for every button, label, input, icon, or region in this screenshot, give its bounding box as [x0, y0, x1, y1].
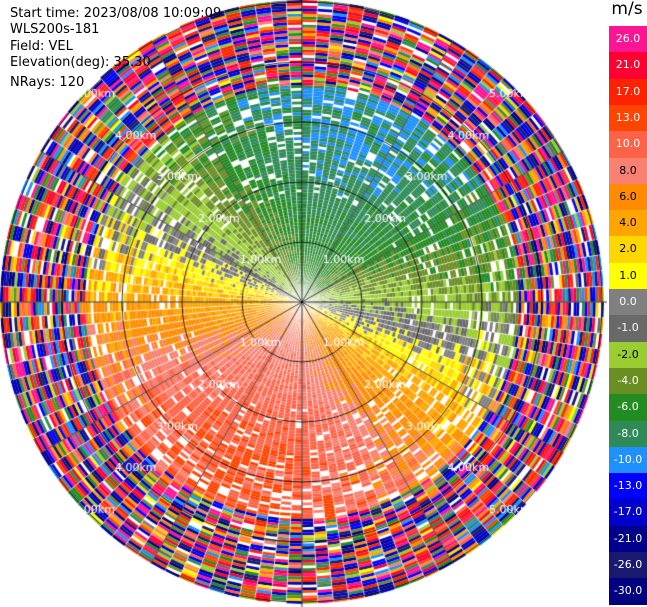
colorbar-segment — [609, 210, 647, 237]
colorbar-tick-label: -21.0 — [613, 531, 643, 545]
colorbar-tick-label: 13.0 — [615, 110, 641, 124]
colorbar-segment — [609, 552, 647, 579]
colorbar-tick-label: 0.0 — [619, 295, 637, 308]
colorbar-tick-label: 4.0 — [619, 216, 637, 230]
elevation-label: Elevation(deg): 35.30 — [10, 55, 151, 71]
colorbar-tick-label: 26.0 — [615, 32, 641, 45]
colorbar-tick-label: -8.0 — [617, 426, 639, 440]
start-time-label: Start time: 2023/08/08 10:09:09 — [10, 6, 222, 21]
colorbar-segment — [609, 578, 647, 606]
colorbar-segment — [609, 289, 647, 316]
colorbar-tick-label: 6.0 — [619, 189, 637, 203]
colorbar-tick-label: 2.0 — [619, 242, 637, 256]
colorbar-tick-label: 10.0 — [615, 137, 641, 151]
field-label: Field: VEL — [10, 38, 73, 54]
colorbar-segment — [609, 78, 647, 106]
colorbar-tick-label: -10.0 — [613, 452, 643, 466]
colorbar-segment — [609, 420, 647, 448]
colorbar-tick-label: -13.0 — [613, 479, 643, 493]
colorbar-tick-label: 8.0 — [619, 163, 637, 177]
colorbar-segment — [609, 394, 647, 421]
colorbar-segment — [609, 262, 647, 290]
colorbar-segment — [609, 104, 647, 132]
colorbar-tick-label: -4.0 — [617, 373, 639, 387]
colorbar-tick-label: -17.0 — [613, 505, 643, 519]
colorbar-unit-label: m/s — [611, 0, 643, 19]
colorbar-segment — [609, 525, 647, 553]
colorbar-segment — [609, 236, 647, 264]
colorbar-tick-label: -1.0 — [617, 321, 639, 335]
colorbar-segment — [609, 446, 647, 474]
colorbar-segment — [609, 341, 647, 369]
colorbar-tick-label: 1.0 — [619, 268, 637, 282]
colorbar-tick-label: -6.0 — [617, 400, 639, 414]
colorbar-segment — [609, 131, 647, 158]
colorbar-segment — [609, 473, 647, 500]
colorbar-tick-label: -30.0 — [613, 584, 643, 598]
ppi-radar-plot — [0, 0, 607, 607]
colorbar-segment — [609, 157, 647, 185]
colorbar: m/s 26.0 21.0 17.0 13.0 10.0 8.0 6.0 4.0 2.0 1.0 0… — [607, 0, 647, 607]
colorbar-tick-label: 17.0 — [615, 84, 641, 98]
colorbar-tick-label: -2.0 — [617, 347, 639, 361]
colorbar-segment — [609, 367, 647, 395]
colorbar-segment — [609, 26, 647, 53]
instrument-label: WLS200s-181 — [10, 22, 100, 38]
nrays-label: NRays: 120 — [10, 74, 85, 90]
colorbar-tick-label: 21.0 — [615, 58, 641, 72]
colorbar-segment — [609, 315, 647, 343]
colorbar-segment — [609, 499, 647, 527]
colorbar-segment — [609, 183, 647, 211]
colorbar-tick-label: -26.0 — [613, 558, 643, 571]
colorbar-segment — [609, 52, 647, 80]
scan-info: Start time: 2023/08/08 10:09:09 WLS200s-… — [10, 6, 221, 91]
